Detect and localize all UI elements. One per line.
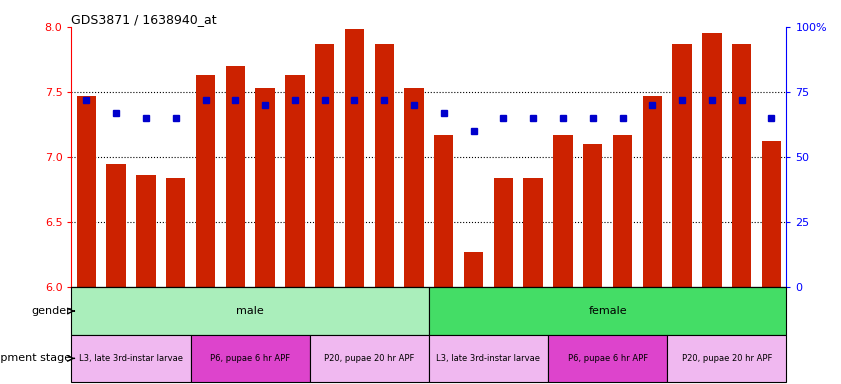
- Bar: [256, 88, 275, 287]
- Bar: [345, 30, 364, 287]
- Bar: [732, 44, 751, 287]
- Bar: [429, 287, 786, 335]
- Text: male: male: [236, 306, 264, 316]
- Bar: [285, 75, 304, 287]
- Bar: [429, 335, 548, 382]
- Bar: [464, 252, 484, 287]
- Bar: [166, 178, 185, 287]
- Bar: [405, 88, 424, 287]
- Text: L3, late 3rd-instar larvae: L3, late 3rd-instar larvae: [436, 354, 541, 363]
- Text: P20, pupae 20 hr APF: P20, pupae 20 hr APF: [681, 354, 772, 363]
- Bar: [434, 135, 453, 287]
- Text: P20, pupae 20 hr APF: P20, pupae 20 hr APF: [324, 354, 415, 363]
- Bar: [583, 144, 602, 287]
- Bar: [553, 135, 573, 287]
- Bar: [548, 335, 667, 382]
- Text: GDS3871 / 1638940_at: GDS3871 / 1638940_at: [71, 13, 217, 26]
- Text: P6, pupae 6 hr APF: P6, pupae 6 hr APF: [568, 354, 648, 363]
- Bar: [196, 75, 215, 287]
- Text: gender: gender: [32, 306, 71, 316]
- Bar: [523, 178, 542, 287]
- Bar: [702, 33, 722, 287]
- Bar: [191, 335, 309, 382]
- Text: P6, pupae 6 hr APF: P6, pupae 6 hr APF: [210, 354, 290, 363]
- Bar: [225, 66, 245, 287]
- Bar: [673, 44, 692, 287]
- Bar: [643, 96, 662, 287]
- Bar: [71, 335, 191, 382]
- Bar: [762, 141, 781, 287]
- Bar: [77, 96, 96, 287]
- Bar: [667, 335, 786, 382]
- Bar: [613, 135, 632, 287]
- Bar: [71, 287, 429, 335]
- Text: development stage: development stage: [0, 353, 71, 363]
- Bar: [315, 44, 335, 287]
- Bar: [494, 178, 513, 287]
- Bar: [107, 164, 126, 287]
- Bar: [136, 175, 156, 287]
- Text: female: female: [589, 306, 627, 316]
- Legend: transformed count, percentile rank within the sample: transformed count, percentile rank withi…: [77, 369, 398, 379]
- Bar: [309, 335, 429, 382]
- Text: L3, late 3rd-instar larvae: L3, late 3rd-instar larvae: [79, 354, 183, 363]
- Bar: [374, 44, 394, 287]
